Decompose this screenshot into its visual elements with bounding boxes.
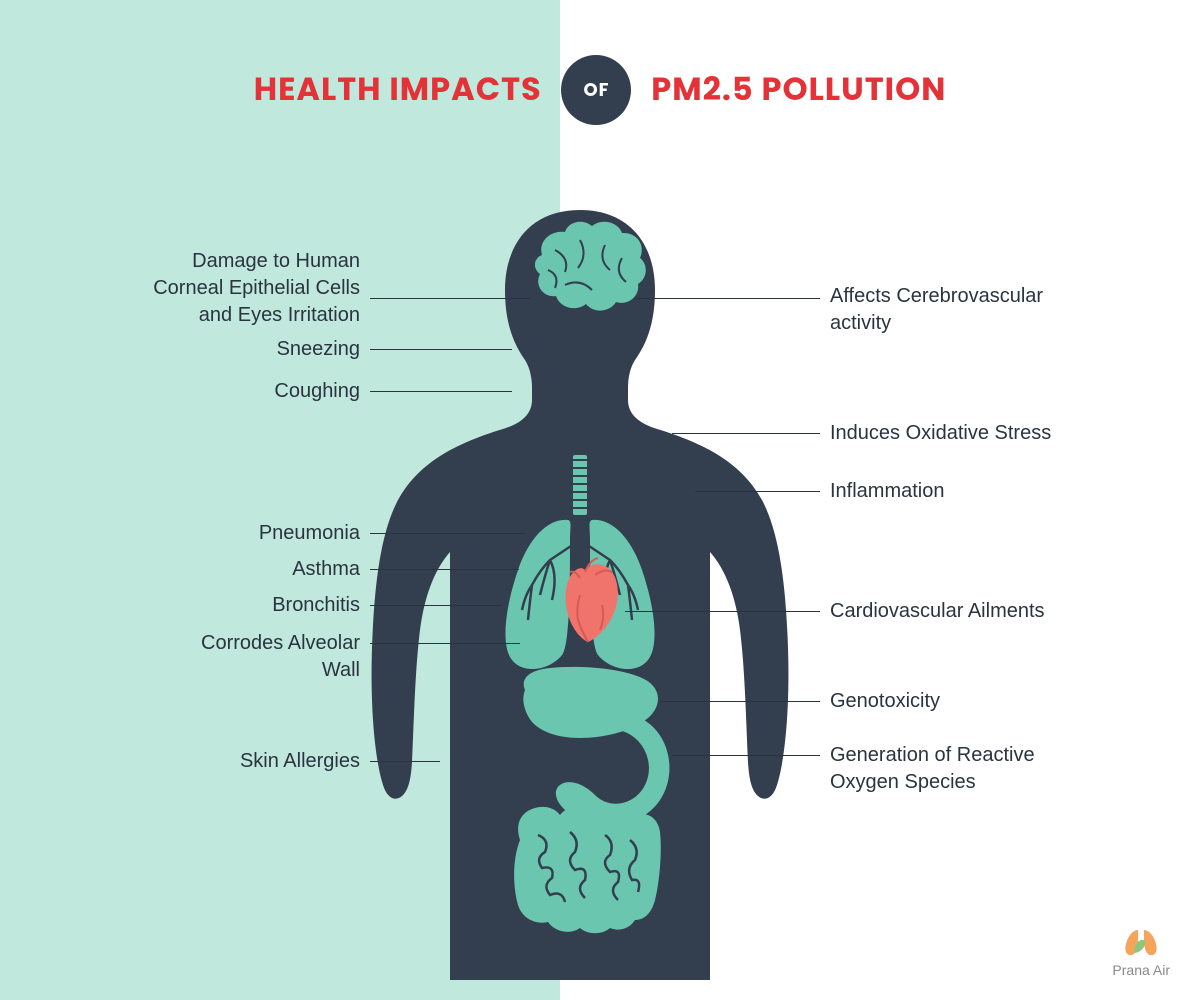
brand-icon [1121,922,1161,958]
brand-logo: Prana Air [1112,922,1170,978]
title-badge: OF [561,55,631,125]
connector-left-2 [370,391,512,392]
connector-left-7 [370,761,440,762]
title-part-1: HEALTH IMPACTS [254,66,542,114]
label-left-3: Pneumonia [60,520,360,547]
intestines-icon [514,807,661,933]
title-part-2: PM2.5 POLLUTION [651,66,946,114]
connector-left-5 [370,605,502,606]
label-right-1: Induces Oxidative Stress [830,420,1150,447]
label-right-0: Affects Cerebrovascularactivity [830,283,1150,337]
trachea-icon [573,455,587,515]
connector-right-0 [635,298,820,299]
label-left-2: Coughing [60,378,360,405]
connector-left-6 [370,643,520,644]
page-title: HEALTH IMPACTS OF PM2.5 POLLUTION [0,55,1200,125]
connector-right-3 [625,611,820,612]
connector-left-3 [370,533,525,534]
label-left-7: Skin Allergies [60,748,360,775]
human-body-diagram [370,200,790,980]
label-left-0: Damage to HumanCorneal Epithelial Cellsa… [60,248,360,329]
connector-right-4 [660,701,820,702]
label-right-4: Genotoxicity [830,688,1150,715]
label-right-3: Cardiovascular Ailments [830,598,1150,625]
label-right-2: Inflammation [830,478,1150,505]
connector-left-0 [370,298,530,299]
label-right-5: Generation of ReactiveOxygen Species [830,742,1150,796]
connector-left-1 [370,349,512,350]
label-left-4: Asthma [60,556,360,583]
connector-left-4 [370,569,519,570]
label-left-6: Corrodes AlveolarWall [60,630,360,684]
label-left-5: Bronchitis [60,592,360,619]
connector-right-1 [672,433,820,434]
connector-right-5 [672,755,820,756]
label-left-1: Sneezing [60,336,360,363]
brand-text: Prana Air [1112,962,1170,978]
connector-right-2 [695,491,820,492]
